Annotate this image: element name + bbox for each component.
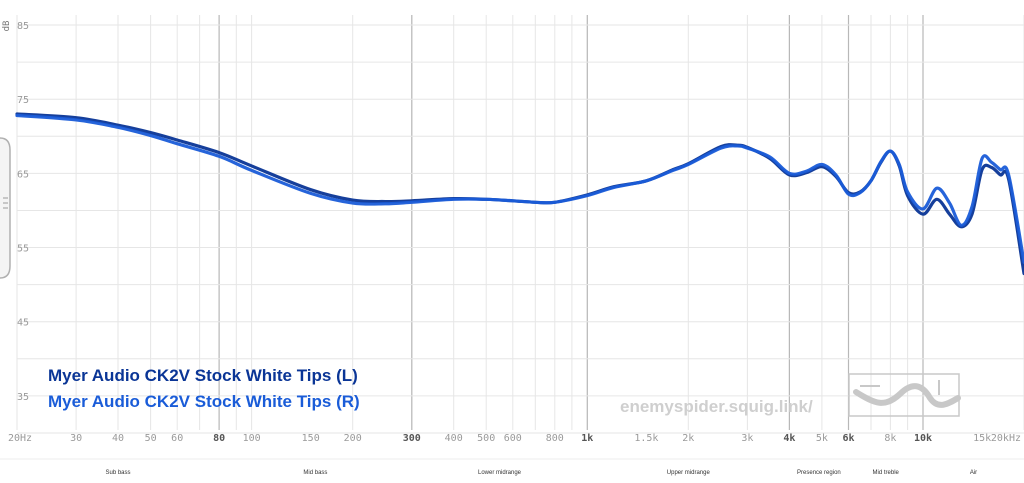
squiglink-logo [848,373,961,417]
x-tick-label: 150 [302,433,320,444]
region-label: Lower midrange [478,470,522,476]
y-tick-label: 55 [17,244,29,255]
x-tick-label: 80 [213,433,225,444]
region-label: Presence region [797,470,841,476]
y-tick-label: 65 [17,169,29,180]
x-tick-label: 400 [445,433,463,444]
region-label: Upper midrange [667,470,711,476]
region-label: Mid bass [303,470,327,476]
y-axis-ticks: 35 45 55 65 75 85 [17,21,29,403]
region-label: Air [970,470,977,476]
x-tick-label: 1.5k [634,433,658,444]
y-scale-handle[interactable] [0,137,11,279]
legend: Myer Audio CK2V Stock White Tips (L) Myer… [48,366,360,411]
curves [15,112,1024,276]
x-tick-label: 600 [504,433,522,444]
y-tick-label: 35 [17,392,29,403]
x-tick-label: 1k [581,433,593,444]
frequency-regions: Sub bass Mid bass Lower midrange Upper midr… [105,470,977,476]
x-tick-label: 2k [682,433,694,444]
y-tick-label: 75 [17,95,29,106]
x-tick-label: 15k [973,433,991,444]
grid-lines [16,15,1024,434]
y-tick-label: 45 [17,318,29,329]
x-tick-label: 50 [145,433,157,444]
x-tick-label: 6k [842,433,854,444]
x-tick-label: 40 [112,433,124,444]
region-label: Sub bass [105,470,130,476]
curve-left[interactable] [15,112,1024,276]
x-tick-label: 500 [477,433,495,444]
x-tick-label: 8k [884,433,896,444]
watermark-text: enemyspider.squig.link/ [620,397,813,416]
x-tick-label: 60 [171,433,183,444]
y-tick-label: 85 [17,21,29,32]
x-tick-label: 800 [546,433,564,444]
x-tick-label: 100 [243,433,261,444]
y-axis-label: dB [2,21,12,32]
x-tick-label: 20Hz [8,433,32,444]
x-tick-label: 300 [403,433,421,444]
x-tick-label: 200 [344,433,362,444]
x-tick-label: 30 [70,433,82,444]
legend-entry[interactable]: Myer Audio CK2V Stock White Tips (R) [48,392,360,411]
curve-right[interactable] [15,113,1024,264]
x-axis-ticks: 20Hz 30 40 50 60 80 100 150 200 300 400 500 600 800 1k… [8,433,1021,444]
x-tick-label: 20kHz [991,433,1021,444]
x-tick-label: 3k [741,433,753,444]
legend-entry[interactable]: Myer Audio CK2V Stock White Tips (L) [48,366,358,385]
x-tick-label: 5k [816,433,828,444]
x-tick-label: 4k [783,433,795,444]
region-label: Mid treble [873,470,900,476]
x-tick-label: 10k [914,433,932,444]
